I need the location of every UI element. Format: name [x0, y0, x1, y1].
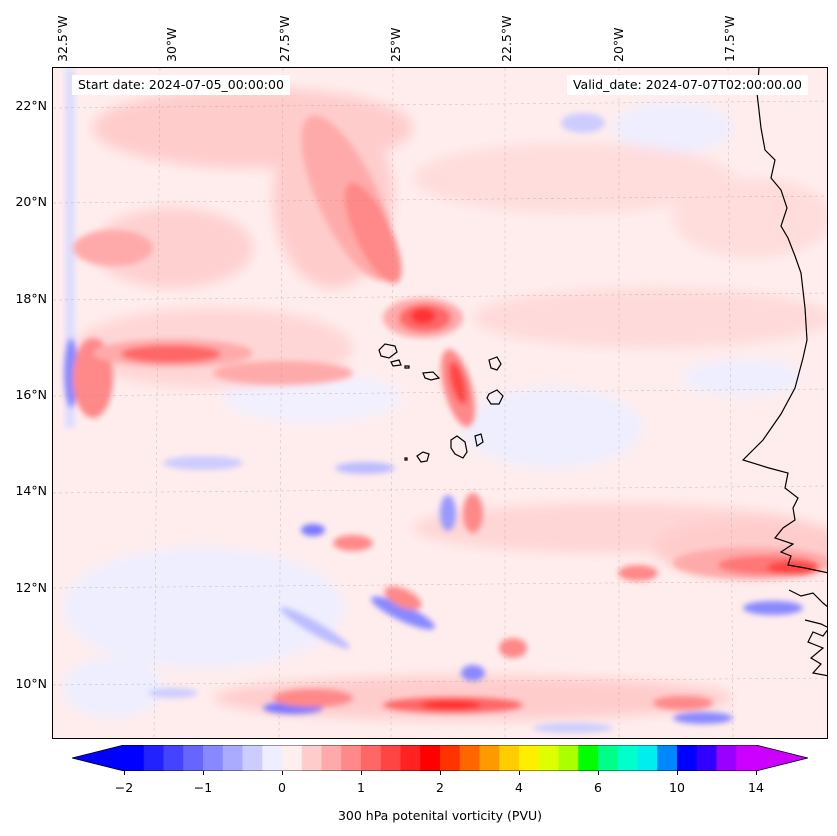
colorbar-tick-mark: [361, 771, 362, 775]
colorbar-segment: [163, 745, 184, 771]
colorbar-segment: [598, 745, 619, 771]
colorbar-tick-label: 14: [748, 780, 764, 795]
colorbar-tick-mark: [282, 771, 283, 775]
colorbar-tick-label: 0: [278, 780, 286, 795]
colorbar-segment: [479, 745, 500, 771]
colorbar-segment: [183, 745, 204, 771]
colorbar-segment: [440, 745, 461, 771]
colorbar-segment: [400, 745, 421, 771]
colorbar-tick-mark: [519, 771, 520, 775]
colorbar-segment: [341, 745, 362, 771]
lon-label-30w: 30°W: [164, 27, 179, 62]
lat-label-10n: 10°N: [15, 676, 47, 691]
colorbar-title: 300 hPa potenital vorticity (PVU): [337, 808, 543, 823]
colorbar-tick-label: −1: [193, 780, 213, 795]
colorbar-tick-label: 2: [436, 780, 444, 795]
pv-map: [53, 68, 827, 738]
colorbar-segment: [321, 745, 342, 771]
colorbar-tick-label: 6: [594, 780, 602, 795]
colorbar-segment: [736, 745, 757, 771]
colorbar-tick-mark: [124, 771, 125, 775]
colorbar-segment: [420, 745, 441, 771]
colorbar-segment: [578, 745, 599, 771]
colorbar-segment: [361, 745, 382, 771]
colorbar-tick-mark: [756, 771, 757, 775]
colorbar-min-arrow: [72, 745, 124, 771]
colorbar-segment: [143, 745, 164, 771]
lon-label-20w: 20°W: [611, 27, 626, 62]
lat-label-16n: 16°N: [15, 387, 47, 402]
lon-label-22-5w: 22.5°W: [499, 15, 514, 62]
graticule: [53, 68, 827, 738]
colorbar-tick-mark: [440, 771, 441, 775]
colorbar-segment: [716, 745, 737, 771]
colorbar-segment: [459, 745, 480, 771]
lat-label-12n: 12°N: [15, 580, 47, 595]
lat-label-18n: 18°N: [15, 291, 47, 306]
lon-label-27-5w: 27.5°W: [277, 15, 292, 62]
colorbar-segment: [203, 745, 224, 771]
map-panel[interactable]: [52, 67, 828, 739]
colorbar-segment: [222, 745, 243, 771]
colorbar-tick-label: 1: [357, 780, 365, 795]
colorbar-tick-label: −2: [114, 780, 134, 795]
lat-label-20n: 20°N: [15, 194, 47, 209]
colorbar-segment: [538, 745, 559, 771]
colorbar-segment: [519, 745, 540, 771]
colorbar-segment: [617, 745, 638, 771]
colorbar-segment: [282, 745, 303, 771]
colorbar-tick-mark: [677, 771, 678, 775]
colorbar-tick-label: 10: [669, 780, 685, 795]
colorbar-segment: [380, 745, 401, 771]
colorbar: [72, 745, 808, 771]
colorbar-segment: [301, 745, 322, 771]
colorbar-segment: [124, 745, 145, 771]
colorbar-segment: [499, 745, 520, 771]
start-date-label: Start date: 2024-07-05_00:00:00: [72, 75, 290, 95]
colorbar-max-arrow: [756, 745, 808, 771]
colorbar-segment: [242, 745, 263, 771]
colorbar-tick-mark: [598, 771, 599, 775]
pv-lowlevel-field: [63, 88, 827, 720]
colorbar-segment: [657, 745, 678, 771]
colorbar-segment: [677, 745, 698, 771]
lat-label-22n: 22°N: [15, 98, 47, 113]
lon-label-25w: 25°W: [388, 27, 403, 62]
lon-label-32-5w: 32.5°W: [55, 15, 70, 62]
lat-label-14n: 14°N: [15, 483, 47, 498]
colorbar-tick-label: 4: [515, 780, 523, 795]
coastlines: [378, 68, 827, 677]
colorbar-segment: [696, 745, 717, 771]
colorbar-tick-mark: [203, 771, 204, 775]
colorbar-segment: [558, 745, 579, 771]
colorbar-segment: [637, 745, 658, 771]
lon-label-17-5w: 17.5°W: [722, 15, 737, 62]
valid-date-label: Valid_date: 2024-07-07T02:00:00.00: [566, 75, 808, 95]
pv-midlevel-field: [64, 68, 827, 733]
colorbar-segment: [262, 745, 283, 771]
